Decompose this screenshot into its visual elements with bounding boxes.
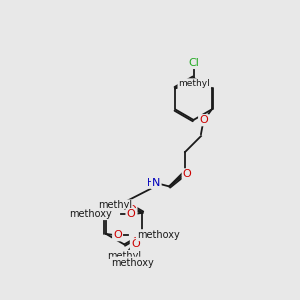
Text: methyl: methyl (107, 251, 141, 261)
Text: methoxy: methoxy (69, 209, 112, 219)
Text: O: O (127, 209, 135, 219)
Text: methoxy: methoxy (111, 258, 154, 268)
Text: O: O (128, 205, 136, 215)
Text: O: O (131, 237, 140, 247)
Text: O: O (183, 169, 191, 179)
Text: H: H (147, 178, 154, 188)
Text: methyl: methyl (178, 79, 210, 88)
Text: O: O (131, 239, 140, 249)
Text: O: O (113, 230, 122, 240)
Text: N: N (152, 178, 160, 188)
Text: methyl: methyl (98, 200, 132, 210)
Text: methoxy: methoxy (137, 230, 180, 240)
Text: O: O (199, 115, 208, 125)
Text: Cl: Cl (188, 58, 199, 68)
